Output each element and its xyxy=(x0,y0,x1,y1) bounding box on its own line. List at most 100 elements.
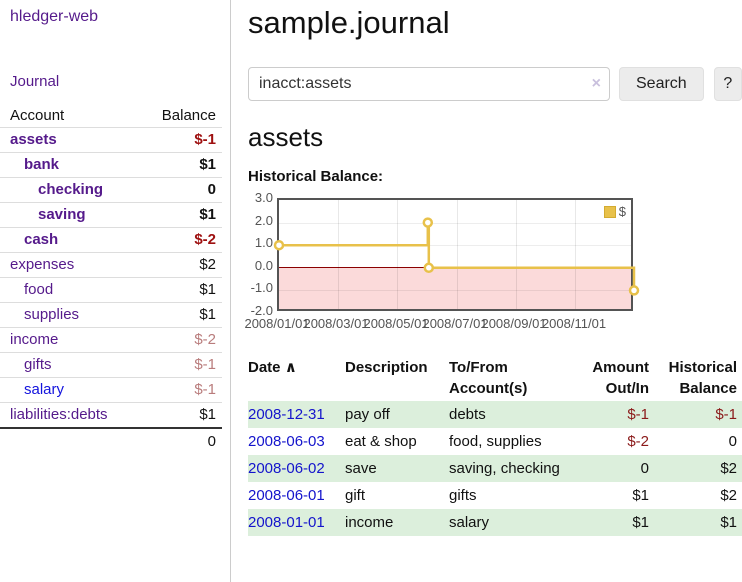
account-link[interactable]: saving xyxy=(38,206,86,223)
account-link[interactable]: cash xyxy=(24,231,59,248)
gridline xyxy=(279,290,631,291)
main-panel: sample.journal × Search ? assets Histori… xyxy=(232,0,742,582)
account-balance: $1 xyxy=(199,306,216,323)
balance-points xyxy=(273,217,640,296)
transaction-description: eat & shop xyxy=(345,433,417,450)
y-tick: 3.0 xyxy=(254,190,273,205)
account-heading: assets xyxy=(248,122,324,152)
transaction-description: gift xyxy=(345,487,366,504)
account-link[interactable]: salary xyxy=(24,381,65,398)
chart-legend: $ xyxy=(601,203,628,220)
transaction-date-link[interactable]: 2008-06-03 xyxy=(248,433,325,450)
account-balance: $2 xyxy=(199,256,216,273)
sidebar-account-liabilities-debts: liabilities:debts $1 xyxy=(0,402,222,427)
chart-title: Historical Balance: xyxy=(248,168,384,185)
gridline xyxy=(279,245,631,246)
search-button[interactable]: Search xyxy=(619,67,704,101)
transaction-balance: $2 xyxy=(720,487,737,504)
brand-link[interactable]: hledger-web xyxy=(10,8,99,25)
y-tick: 0.0 xyxy=(254,258,273,273)
x-tick: 2008/03/01 xyxy=(303,316,369,331)
transaction-amount: $1 xyxy=(632,487,649,504)
plot-area[interactable]: $ xyxy=(273,198,640,311)
account-balance: $1 xyxy=(199,281,216,298)
accounts-panel: Account Balance assets $-1 bank $1 check… xyxy=(0,104,222,454)
x-tick: 2008/05/01 xyxy=(363,316,429,331)
sidebar-account-supplies: supplies $1 xyxy=(0,302,222,327)
sidebar: hledger-web Journal Account Balance asse… xyxy=(0,0,231,582)
legend-swatch xyxy=(603,205,616,218)
accounts-header-balance: Balance xyxy=(161,107,216,124)
account-link[interactable]: gifts xyxy=(24,356,52,373)
gridline xyxy=(279,223,631,224)
account-link[interactable]: expenses xyxy=(10,256,75,273)
register-row: 2008-06-03 eat & shop food, supplies $-2… xyxy=(248,428,742,455)
account-link[interactable]: checking xyxy=(38,181,104,198)
transaction-accounts: gifts xyxy=(449,487,477,504)
help-button[interactable]: ? xyxy=(713,67,742,101)
gridline xyxy=(338,200,339,309)
register-row: 2008-06-01 gift gifts $1 $2 xyxy=(248,482,742,509)
transaction-balance: $1 xyxy=(720,514,737,531)
register-row: 2008-06-02 save saving, checking 0 $2 xyxy=(248,455,742,482)
y-tick: 1.0 xyxy=(254,235,273,250)
account-link[interactable]: assets xyxy=(10,131,57,148)
transaction-amount: $-1 xyxy=(627,406,649,423)
y-tick: -2.0 xyxy=(250,303,273,318)
sidebar-account-checking: checking 0 xyxy=(0,177,222,202)
account-balance: $-1 xyxy=(194,131,216,148)
y-tick: -1.0 xyxy=(250,280,273,295)
x-tick: 2008/07/01 xyxy=(422,316,488,331)
sidebar-account-saving: saving $1 xyxy=(0,202,222,227)
y-tick: 2.0 xyxy=(254,213,273,228)
sidebar-account-income: income $-2 xyxy=(0,327,222,352)
gridline xyxy=(457,200,458,309)
col-header-accounts: To/From Account(s) xyxy=(449,359,528,397)
transaction-description: pay off xyxy=(345,406,390,423)
account-link[interactable]: bank xyxy=(24,156,60,173)
account-link[interactable]: income xyxy=(10,331,59,348)
col-header-date[interactable]: Date ∧ xyxy=(248,355,345,401)
search-input[interactable] xyxy=(248,67,610,101)
transaction-date-link[interactable]: 2008-06-02 xyxy=(248,460,325,477)
balance-line-chart xyxy=(273,217,640,296)
x-tick: 2008/11/01 xyxy=(541,316,607,331)
col-header-description: Description xyxy=(345,359,428,376)
transaction-balance: $2 xyxy=(720,460,737,477)
col-header-amount: Amount Out/In xyxy=(592,359,649,397)
sidebar-item-journal[interactable]: Journal xyxy=(10,73,60,90)
sidebar-account-gifts: gifts $-1 xyxy=(0,352,222,377)
legend-label: $ xyxy=(618,204,626,219)
gridline xyxy=(397,200,398,309)
transaction-balance: 0 xyxy=(728,433,737,450)
col-header-balance: Historical Balance xyxy=(668,359,737,397)
date-header-label: Date xyxy=(248,359,281,376)
account-link[interactable]: supplies xyxy=(24,306,80,323)
clear-icon[interactable]: × xyxy=(591,75,601,92)
gridline xyxy=(575,200,576,309)
account-balance: $1 xyxy=(199,156,216,173)
accounts-total: 0 xyxy=(0,427,222,454)
account-balance: $-1 xyxy=(194,356,216,373)
register-table: Date ∧ Description To/From Account(s) Am… xyxy=(248,355,742,536)
balance-line xyxy=(279,221,636,291)
transaction-balance: $-1 xyxy=(715,406,737,423)
transaction-date-link[interactable]: 2008-01-01 xyxy=(248,514,325,531)
transaction-description: income xyxy=(345,514,394,531)
accounts-header-account: Account xyxy=(10,107,65,124)
historical-balance-chart: 3.0 2.0 1.0 0.0 -1.0 -2.0 xyxy=(243,190,742,338)
sidebar-account-cash: cash $-2 xyxy=(0,227,222,252)
search-box: × xyxy=(248,67,610,101)
account-link[interactable]: food xyxy=(24,281,54,298)
gridline xyxy=(516,200,517,309)
register-row: 2008-01-01 income salary $1 $1 xyxy=(248,509,742,536)
transaction-date-link[interactable]: 2008-12-31 xyxy=(248,406,325,423)
account-link[interactable]: liabilities:debts xyxy=(10,406,108,423)
sidebar-account-bank: bank $1 xyxy=(0,152,222,177)
transaction-amount: 0 xyxy=(640,460,649,477)
account-balance: $-2 xyxy=(194,231,216,248)
register-header-row: Date ∧ Description To/From Account(s) Am… xyxy=(248,355,742,401)
transaction-amount: $-2 xyxy=(627,433,649,450)
sidebar-account-expenses: expenses $2 xyxy=(0,252,222,277)
transaction-date-link[interactable]: 2008-06-01 xyxy=(248,487,325,504)
